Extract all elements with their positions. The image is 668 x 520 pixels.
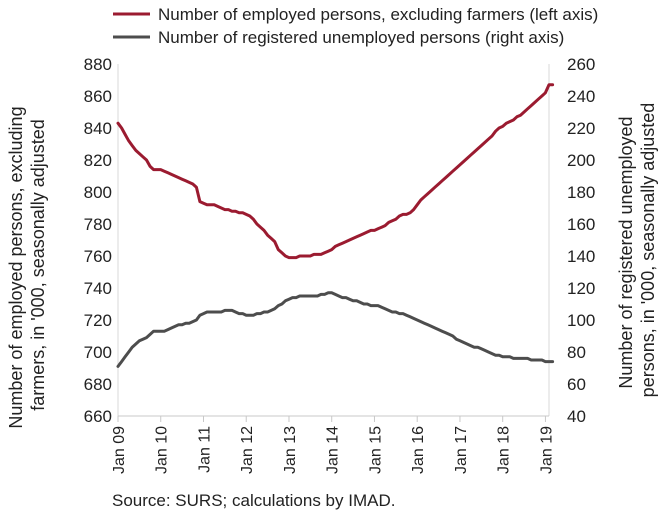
x-tick-label: Jan 13 [282,426,299,474]
y-left-tick-label: 700 [84,343,112,362]
legend: Number of employed persons, excluding fa… [113,5,598,47]
y-right-tick-label: 60 [567,375,586,394]
series-line-employed [116,83,555,260]
y-axis-left-title-line-2: farmers, in '000, seasonally adjusted [28,119,48,411]
y-right-tick-label: 180 [567,183,595,202]
y-left-tick-label: 660 [84,407,112,426]
y-right-tick-label: 120 [567,279,595,298]
x-tick-label: Jan 11 [196,426,213,473]
y-right-tick-label: 260 [567,55,595,74]
y-right-tick-label: 240 [567,87,595,106]
series-line-unemployed [116,291,555,368]
source-note: Source: SURS; calculations by IMAD. [112,491,395,510]
y-right-tick-label: 200 [567,151,595,170]
x-tick-label: Jan 12 [239,426,256,474]
y-axis-left-title: Number of employed persons, excluding fa… [6,101,48,428]
y-left-tick-label: 860 [84,87,112,106]
y-left-tick-label: 720 [84,311,112,330]
y-right-tick-label: 220 [567,119,595,138]
y-axis-right-title-line-2: persons, in '000, seasonally adjusted [638,103,658,398]
y-left-tick-label: 680 [84,375,112,394]
x-tick-label: Jan 09 [111,426,128,474]
y-right-tick-label: 40 [567,407,586,426]
y-left-tick-label: 740 [84,279,112,298]
y-left-tick-label: 800 [84,183,112,202]
y-right-tick-label: 140 [567,247,595,266]
legend-label-employed: Number of employed persons, excluding fa… [158,5,598,24]
x-tick-label: Jan 16 [410,426,427,474]
x-tick-label: Jan 14 [325,426,342,474]
y-axis-left-title-line-1: Number of employed persons, excluding [6,106,26,428]
y-right-tick-label: 100 [567,311,595,330]
x-tick-label: Jan 10 [154,426,171,474]
y-left-tick-label: 780 [84,215,112,234]
x-tick-label: Jan 15 [367,426,384,474]
y-left-tick-label: 880 [84,55,112,74]
x-tick-label: Jan 17 [453,426,470,474]
y-axis-right-title: Number of registered unemployed persons,… [616,103,658,398]
plot-lines [116,83,555,368]
y-left-tick-label: 760 [84,247,112,266]
x-tick-label: Jan 18 [496,426,513,474]
y-right-tick-label: 160 [567,215,595,234]
legend-label-unemployed: Number of registered unemployed persons … [158,28,564,47]
x-tick-label: Jan 19 [538,426,555,474]
y-left-tick-label: 820 [84,151,112,170]
y-left-tick-label: 840 [84,119,112,138]
axes: 660 680 700 720 740 760 780 800 820 840 860 880 40 60… [84,55,596,474]
y-axis-right-title-line-1: Number of registered unemployed [616,116,636,388]
y-right-tick-label: 80 [567,343,586,362]
